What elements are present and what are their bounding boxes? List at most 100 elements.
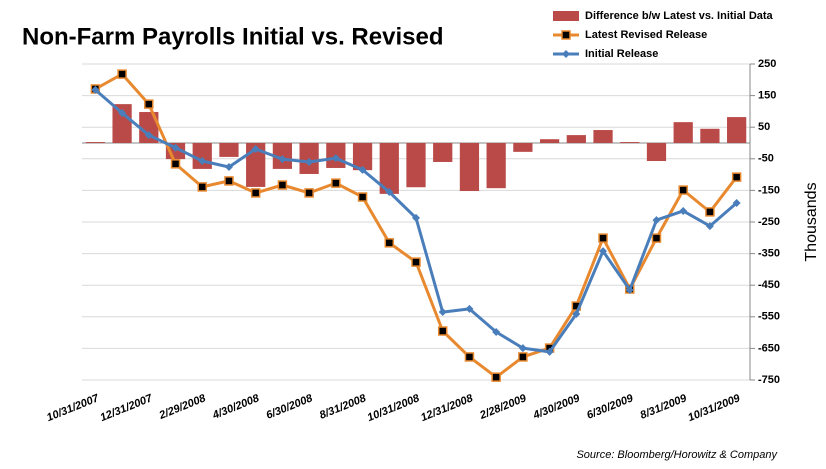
marker bbox=[198, 157, 207, 166]
marker bbox=[251, 145, 260, 154]
x-tick-label: 12/31/2008 bbox=[419, 392, 475, 424]
legend-swatch bbox=[553, 11, 579, 21]
x-tick-label: 2/29/2008 bbox=[157, 392, 209, 422]
marker bbox=[117, 69, 127, 79]
marker bbox=[705, 207, 715, 217]
x-tick-label: 12/31/2007 bbox=[98, 392, 154, 424]
marker bbox=[438, 308, 447, 317]
x-tick-label: 8/31/2009 bbox=[639, 392, 690, 422]
marker bbox=[171, 143, 180, 152]
x-tick-label: 10/31/2009 bbox=[686, 392, 742, 424]
y-tick-label: 50 bbox=[758, 121, 770, 133]
marker bbox=[250, 188, 261, 198]
bar bbox=[459, 143, 480, 192]
x-tick-label: 8/31/2008 bbox=[318, 392, 369, 422]
marker bbox=[518, 352, 528, 362]
marker bbox=[384, 238, 395, 248]
y-tick-label: -750 bbox=[758, 374, 780, 386]
y-tick-label: -150 bbox=[758, 184, 780, 196]
x-tick-label: 10/31/2008 bbox=[366, 392, 422, 424]
source: Source: Bloomberg/Horowitz & Company bbox=[576, 449, 778, 461]
line bbox=[94, 72, 738, 379]
marker bbox=[599, 247, 608, 256]
bar bbox=[513, 143, 533, 152]
bar bbox=[727, 117, 747, 143]
y-tick-label: 150 bbox=[758, 90, 776, 102]
x-tick-label: 10/31/2007 bbox=[45, 392, 101, 424]
marker bbox=[625, 285, 634, 294]
marker bbox=[651, 233, 662, 243]
legend-label: Latest Revised Release bbox=[585, 29, 707, 41]
bar bbox=[620, 142, 640, 143]
marker bbox=[277, 180, 288, 190]
x-tick-label: 6/30/2008 bbox=[264, 392, 315, 422]
marker bbox=[491, 372, 501, 382]
marker bbox=[170, 159, 181, 169]
bar bbox=[539, 139, 560, 143]
marker bbox=[572, 309, 581, 318]
bar bbox=[700, 128, 720, 143]
bar bbox=[433, 143, 453, 162]
y-tick-label: -550 bbox=[758, 311, 780, 323]
bar bbox=[352, 143, 373, 171]
y-axis-label: Thousands bbox=[803, 182, 820, 261]
y-tick-label: -250 bbox=[758, 216, 780, 228]
marker bbox=[705, 222, 714, 231]
bar bbox=[566, 135, 586, 143]
marker bbox=[518, 344, 527, 353]
bar bbox=[192, 143, 212, 169]
marker bbox=[331, 154, 340, 163]
marker bbox=[598, 233, 608, 243]
marker bbox=[437, 326, 448, 336]
marker bbox=[144, 99, 154, 109]
marker bbox=[358, 165, 367, 174]
marker bbox=[678, 185, 688, 195]
bar bbox=[593, 130, 613, 143]
marker bbox=[224, 163, 233, 172]
bar bbox=[219, 143, 239, 157]
marker bbox=[562, 50, 570, 58]
legend-label: Initial Release bbox=[585, 48, 658, 60]
marker bbox=[91, 85, 100, 94]
y-tick-label: -450 bbox=[758, 279, 780, 291]
marker bbox=[385, 187, 394, 196]
marker bbox=[118, 108, 127, 117]
bar bbox=[112, 104, 132, 143]
marker bbox=[652, 216, 661, 225]
x-tick-label: 4/30/2008 bbox=[210, 392, 262, 422]
marker bbox=[304, 188, 314, 198]
bar bbox=[486, 143, 506, 189]
marker bbox=[305, 157, 314, 166]
marker bbox=[278, 155, 287, 164]
chart-title: Non-Farm Payrolls Initial vs. Revised bbox=[22, 23, 443, 50]
bar bbox=[379, 143, 399, 194]
marker bbox=[679, 206, 688, 215]
y-tick-label: -350 bbox=[758, 248, 780, 260]
marker bbox=[411, 257, 421, 267]
marker bbox=[561, 30, 571, 40]
marker bbox=[144, 131, 153, 140]
x-tick-label: 2/28/2009 bbox=[477, 392, 529, 422]
marker bbox=[331, 178, 341, 188]
marker bbox=[545, 347, 554, 356]
bar bbox=[85, 142, 105, 143]
marker bbox=[464, 352, 475, 362]
marker bbox=[732, 199, 741, 208]
bar bbox=[406, 143, 426, 188]
y-tick-label: 250 bbox=[758, 58, 776, 70]
marker bbox=[412, 213, 420, 222]
legend-label: Difference b/w Latest vs. Initial Data bbox=[585, 10, 774, 22]
marker bbox=[731, 172, 742, 182]
bar bbox=[139, 112, 159, 143]
y-tick-label: -650 bbox=[758, 342, 780, 354]
marker bbox=[224, 176, 234, 186]
x-tick-label: 4/30/2009 bbox=[531, 392, 583, 422]
marker bbox=[492, 327, 501, 336]
x-tick-label: 6/30/2009 bbox=[585, 392, 636, 422]
marker bbox=[197, 182, 207, 192]
bar bbox=[646, 143, 667, 162]
marker bbox=[357, 192, 368, 202]
y-tick-label: -50 bbox=[758, 153, 774, 165]
bar bbox=[673, 122, 693, 143]
